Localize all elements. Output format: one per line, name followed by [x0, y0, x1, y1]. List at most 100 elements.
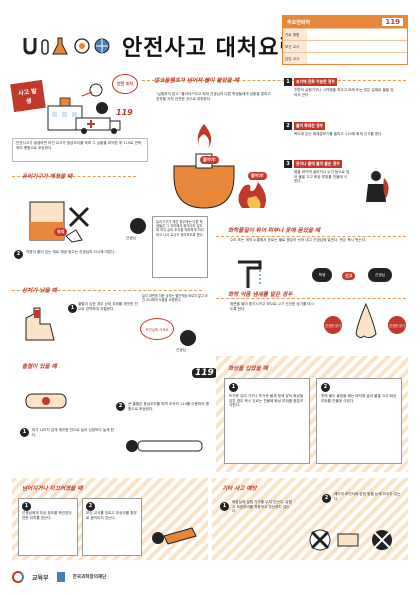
- fire-illustration: [173, 124, 266, 209]
- chem-skin-section: 화학물질이 튀어 피부나 옷에 묻었을 때 수도 또는 세척 노즐에서 흐르는 …: [216, 226, 408, 290]
- section-divider: [216, 298, 406, 299]
- intro-phone: 119: [116, 108, 133, 117]
- fire-section-title: 알코올램프가 넘어져 불이 붙었을 때: [154, 78, 239, 84]
- section-divider: [216, 236, 406, 237]
- fire-desc: "실험하지 맙고 "불이야!"라고 외쳐 선생님과 다른 학생들에게 상황을 알…: [156, 92, 271, 101]
- fire-step-3: 3 옷이나 몸에 불이 붙은 경우 몸을 바닥에 굴리거나 수건 등으로 덮어 …: [284, 160, 404, 210]
- emergency-number: 119: [382, 18, 403, 26]
- fall-section-title: 넘어지거나 미끄러졌을 때: [22, 486, 83, 492]
- fire-step-1: 1 초기에 진화 가능한 경우 주변의 실험기구나 시약병을 치우고 모래 또는…: [284, 78, 404, 118]
- ministry-logo-icon: [12, 571, 24, 583]
- fire-shout-2: 불이야!: [248, 172, 267, 180]
- header-icons: [22, 34, 114, 56]
- cut-section: 상처가 났을 때 1 출혈이 심한 경우 상처 부위를 깨끗한 천으로 압박하여…: [12, 282, 212, 362]
- fall-step-1: 1 선생님에게 부상 정도를 확인받아 전문 처치를 받는다.: [18, 498, 78, 556]
- teacher-icon: [180, 330, 196, 346]
- other-section: 기타 사고 예방 1 화장실에 실험 기구를 두지 않는다. 실험 시 보호장비…: [212, 478, 408, 560]
- health-room-bubble: 보건실에 가세요: [140, 318, 174, 340]
- glass-section-title: 유리기구가 깨졌을 때: [22, 174, 73, 180]
- bleeding-arm-icon: [25, 393, 67, 409]
- bleed-step-2: 큰 출혈은 응급조치를 하며 조속히 119를 이용하여 병원으로 후송한다.: [128, 402, 209, 411]
- step-text: 몸을 바닥에 굴리거나 수건 등으로 덮어 불을 끄고 화상 부위를 찬물에 식…: [294, 170, 350, 184]
- other-step-2: 레이저 포인터와 강한 빛을 눈에 비추지 않는다.: [334, 492, 401, 501]
- contact-row: 보건 교사: [283, 40, 407, 52]
- intro-section: 사고 발생 안전 조치 119 안전사고가 발생하면 보건 교사가 응급조치를 …: [10, 70, 148, 162]
- bleed-section-title: 출혈이 있을 때: [22, 364, 57, 370]
- burn-step-1: 1 뜨거운 유리 기구나 뜨거운 물체 등에 닿아 화상을 입은 경우 즉시 흐…: [224, 378, 310, 464]
- fresh-air-tag-2: 신선한 공기: [388, 316, 406, 334]
- accident-badge: 사고 발생: [10, 79, 46, 113]
- page-title: 안전사고 대처요령: [122, 36, 301, 61]
- glass-step-2: 작품이 흩어 있는 제로 제공 등으는 선생님의 지시에 따른다.: [26, 250, 116, 254]
- teacher-icon: [130, 218, 146, 234]
- step-text: 주변의 실험기구나 시약병을 치우고 모래 또는 젖은 걸레로 불을 덮어서 끈…: [294, 88, 394, 97]
- section-divider: [12, 290, 202, 291]
- bleed-section: 출혈이 있을 때 1 피가 나오지 않게 깨끗한 천으로 눌러 심장보다 높게 …: [12, 362, 217, 468]
- fire-step-2: 2 불이 확대된 경우 복도에 있는 화재경보기를 울리고 119에 화재 신고…: [284, 122, 404, 158]
- burn-step-2: 2 옷에 불이 붙었을 때는 바닥에 굴러 불을 끄고 화상 부위를 찬물에 식…: [316, 378, 402, 464]
- lab-equipment-icon: [23, 37, 110, 55]
- section-divider: [12, 176, 136, 177]
- footer: 교육부 한국과학창의재단: [12, 568, 172, 586]
- fallen-person-icon: [152, 527, 197, 545]
- contact-table: 주요연락처 119 진료 병원 보건 교사 담당 교사: [282, 15, 408, 65]
- bleed-step-1: 피가 나오지 않게 깨끗한 천으로 눌러 심장보다 높게 한다.: [32, 428, 114, 437]
- burning-figure-icon: [366, 171, 389, 202]
- chem-smell-title: 화학 약품 냄새를 맡은 경우: [228, 292, 293, 298]
- step-number: 2: [86, 502, 95, 511]
- teacher-label: 선생님: [126, 236, 136, 240]
- step-number: 1: [220, 502, 229, 511]
- intro-note: 안전사고가 발생하면 보건 교사가 응급조치를 하며 그 상황을 파악한 후 1…: [12, 138, 148, 162]
- fall-section: 넘어지거나 미끄러졌을 때 1 선생님에게 부상 정도를 확인받아 전문 처치를…: [12, 478, 208, 560]
- section-divider: [142, 80, 406, 81]
- step-number: 1: [229, 383, 238, 392]
- step-number: 2: [284, 122, 292, 130]
- teacher-tag: 선생님: [368, 268, 392, 282]
- fresh-air-tag-1: 신선한 공기: [324, 316, 342, 334]
- contact-row: 담당 교사: [283, 52, 407, 64]
- step-number: 1: [22, 502, 31, 511]
- fall-step-2: 2 보건 교사를 부르고 부상자를 함부로 움직이지 않는다.: [82, 498, 142, 556]
- step-heading: 불이 확대된 경우: [294, 122, 326, 130]
- nose-icon: [355, 302, 377, 339]
- chem-skin-title: 화학물질이 튀어 피부나 옷에 묻었을 때: [228, 228, 321, 234]
- foundation-name: 한국과학창의재단: [72, 575, 107, 580]
- contact-table-header: 주요연락처 119: [283, 16, 407, 28]
- step-number: 1: [68, 304, 77, 313]
- step-number: 2: [322, 494, 331, 503]
- step-number: 2: [321, 383, 330, 392]
- chem-smell-section: 화학 약품 냄새를 맡은 경우 창문을 열어 환기시키고 밖으로 나가 신선한 …: [216, 290, 408, 356]
- glass-section: 유리기구가 깨졌을 때 유리 선생님 2 작품이 흩어 있는 제로 제공 등으는…: [12, 168, 212, 278]
- fire-section: 알코올램프가 넘어져 불이 붙었을 때 "실험하지 맙고 "불이야!"라고 외쳐…: [142, 72, 408, 214]
- chem-smell-desc: 창문을 열어 환기시키고 밖으로 나가 신선한 공기를 마시도록 한다.: [230, 302, 315, 311]
- step-text: 복도에 있는 화재경보기를 울리고 119에 화재 신고를 한다.: [294, 132, 383, 136]
- bandage-hand-icon: [25, 307, 55, 341]
- chem-skin-desc: 수도 또는 세척 노즐에서 흐르는 물로 충분히 씻어 내고 선생님께 알린다.…: [230, 238, 367, 242]
- step-number: 1: [20, 428, 29, 437]
- bleed-phone: 119: [192, 368, 217, 378]
- cut-step-2: 유리 파편에 의한 상처는 빨간약을 바르지 말고 보건 교사에게 도움을 요청…: [142, 294, 208, 302]
- report-tag: 신고: [342, 272, 356, 280]
- step-number: 2: [14, 250, 23, 259]
- foundation-logo-icon: [56, 572, 65, 582]
- step-number: 3: [284, 160, 292, 168]
- other-section-title: 기타 사고 예방: [222, 486, 257, 492]
- burn-section: 화상을 입었을 때 1 뜨거운 유리 기구나 뜨거운 물체 등에 닿아 화상을 …: [216, 356, 408, 472]
- fire-shout-1: 불이야!: [200, 156, 219, 164]
- step-heading: 옷이나 몸에 불이 붙은 경우: [294, 160, 342, 168]
- cut-step-1: 출혈이 심한 경우 상처 부위를 깨끗한 천으로 압박하여 지혈한다.: [78, 302, 138, 311]
- other-step-1: 화장실에 실험 기구를 두지 않는다. 실험 시 보호장비를 착용하고 장난치지…: [232, 500, 292, 514]
- glass-step-3-box: 유리기구가 깨진 경우에는 다른 학생들은 그 자리에서 움직이지 않도록 하고…: [152, 216, 208, 278]
- cut-section-title: 상처가 났을 때: [22, 288, 57, 294]
- safety-bubble: 안전 조치: [112, 74, 138, 94]
- step-number: 2: [116, 402, 125, 411]
- teacher-label: 선생님: [176, 348, 186, 352]
- contact-row: 진료 병원: [283, 28, 407, 40]
- no-laser-icon: [309, 529, 392, 551]
- ambulance-icon: [75, 117, 121, 134]
- step-heading: 초기에 진화 가능한 경우: [294, 78, 337, 86]
- student-tag: 학생: [312, 268, 332, 282]
- glass-label: 유리: [54, 228, 68, 236]
- ministry-name: 교육부: [32, 574, 49, 582]
- faucet-icon: [238, 260, 262, 288]
